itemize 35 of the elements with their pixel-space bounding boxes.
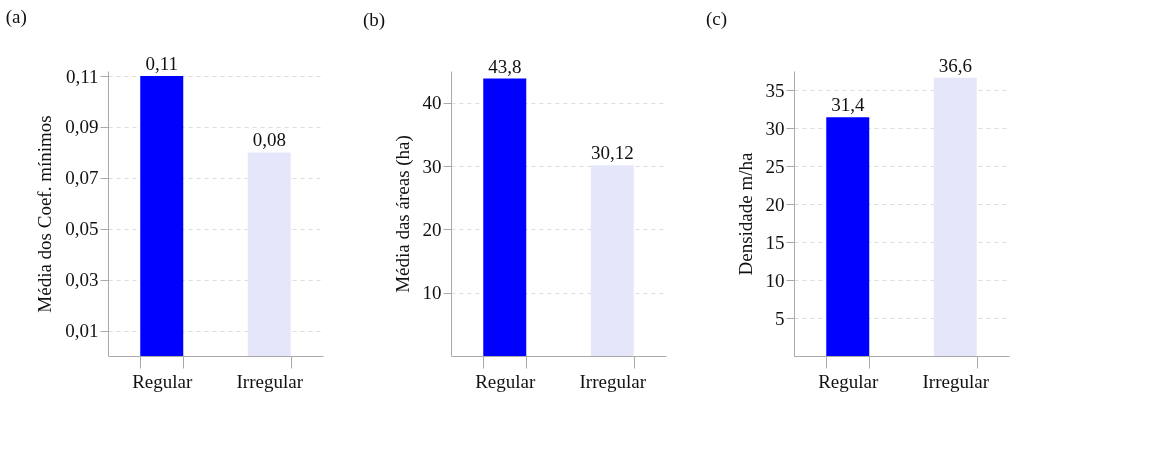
y-tick-label: 10 [765,269,785,291]
chart-title: (c) [706,7,728,30]
y-axis-title: Densidade m/ha [734,151,756,276]
y-tick-label: 10 [422,282,442,304]
y-tick-label: 30 [765,117,785,139]
y-tick-label: 0,05 [65,218,99,240]
y-tick-label: 20 [765,193,785,215]
data-label: 0,08 [252,129,286,151]
x-tick-label: Regular [475,370,536,392]
y-tick-label: 40 [422,92,442,114]
data-label: 0,11 [145,53,179,75]
y-tick-label: 0,11 [65,65,99,87]
y-tick-label: 0,03 [65,269,99,291]
data-label: 43,8 [488,55,522,77]
x-tick-label: Regular [132,370,193,392]
y-tick-label: 5 [775,307,785,329]
data-label: 36,6 [938,54,972,76]
x-tick-label: Irregular [922,370,990,392]
chart-title: (b) [363,8,386,31]
x-tick-label: Irregular [579,370,647,392]
y-tick-label: 35 [765,79,785,101]
y-tick-label: 0,07 [65,167,99,189]
y-axis-title: Média das áreas (ha) [391,135,414,293]
y-tick-label: 0,09 [65,116,99,138]
chart-title: (a) [5,6,27,29]
data-label: 31,4 [831,94,865,116]
y-tick-label: 25 [765,155,785,177]
y-tick-label: 30 [422,155,442,177]
y-axis-title: Média dos Coef. mínimos [34,115,56,313]
y-tick-label: 15 [765,231,785,253]
y-tick-label: 0,01 [65,320,99,342]
data-label: 30,12 [590,142,634,164]
x-tick-label: Regular [818,370,879,392]
y-tick-label: 20 [422,218,442,240]
x-tick-label: Irregular [236,370,304,392]
